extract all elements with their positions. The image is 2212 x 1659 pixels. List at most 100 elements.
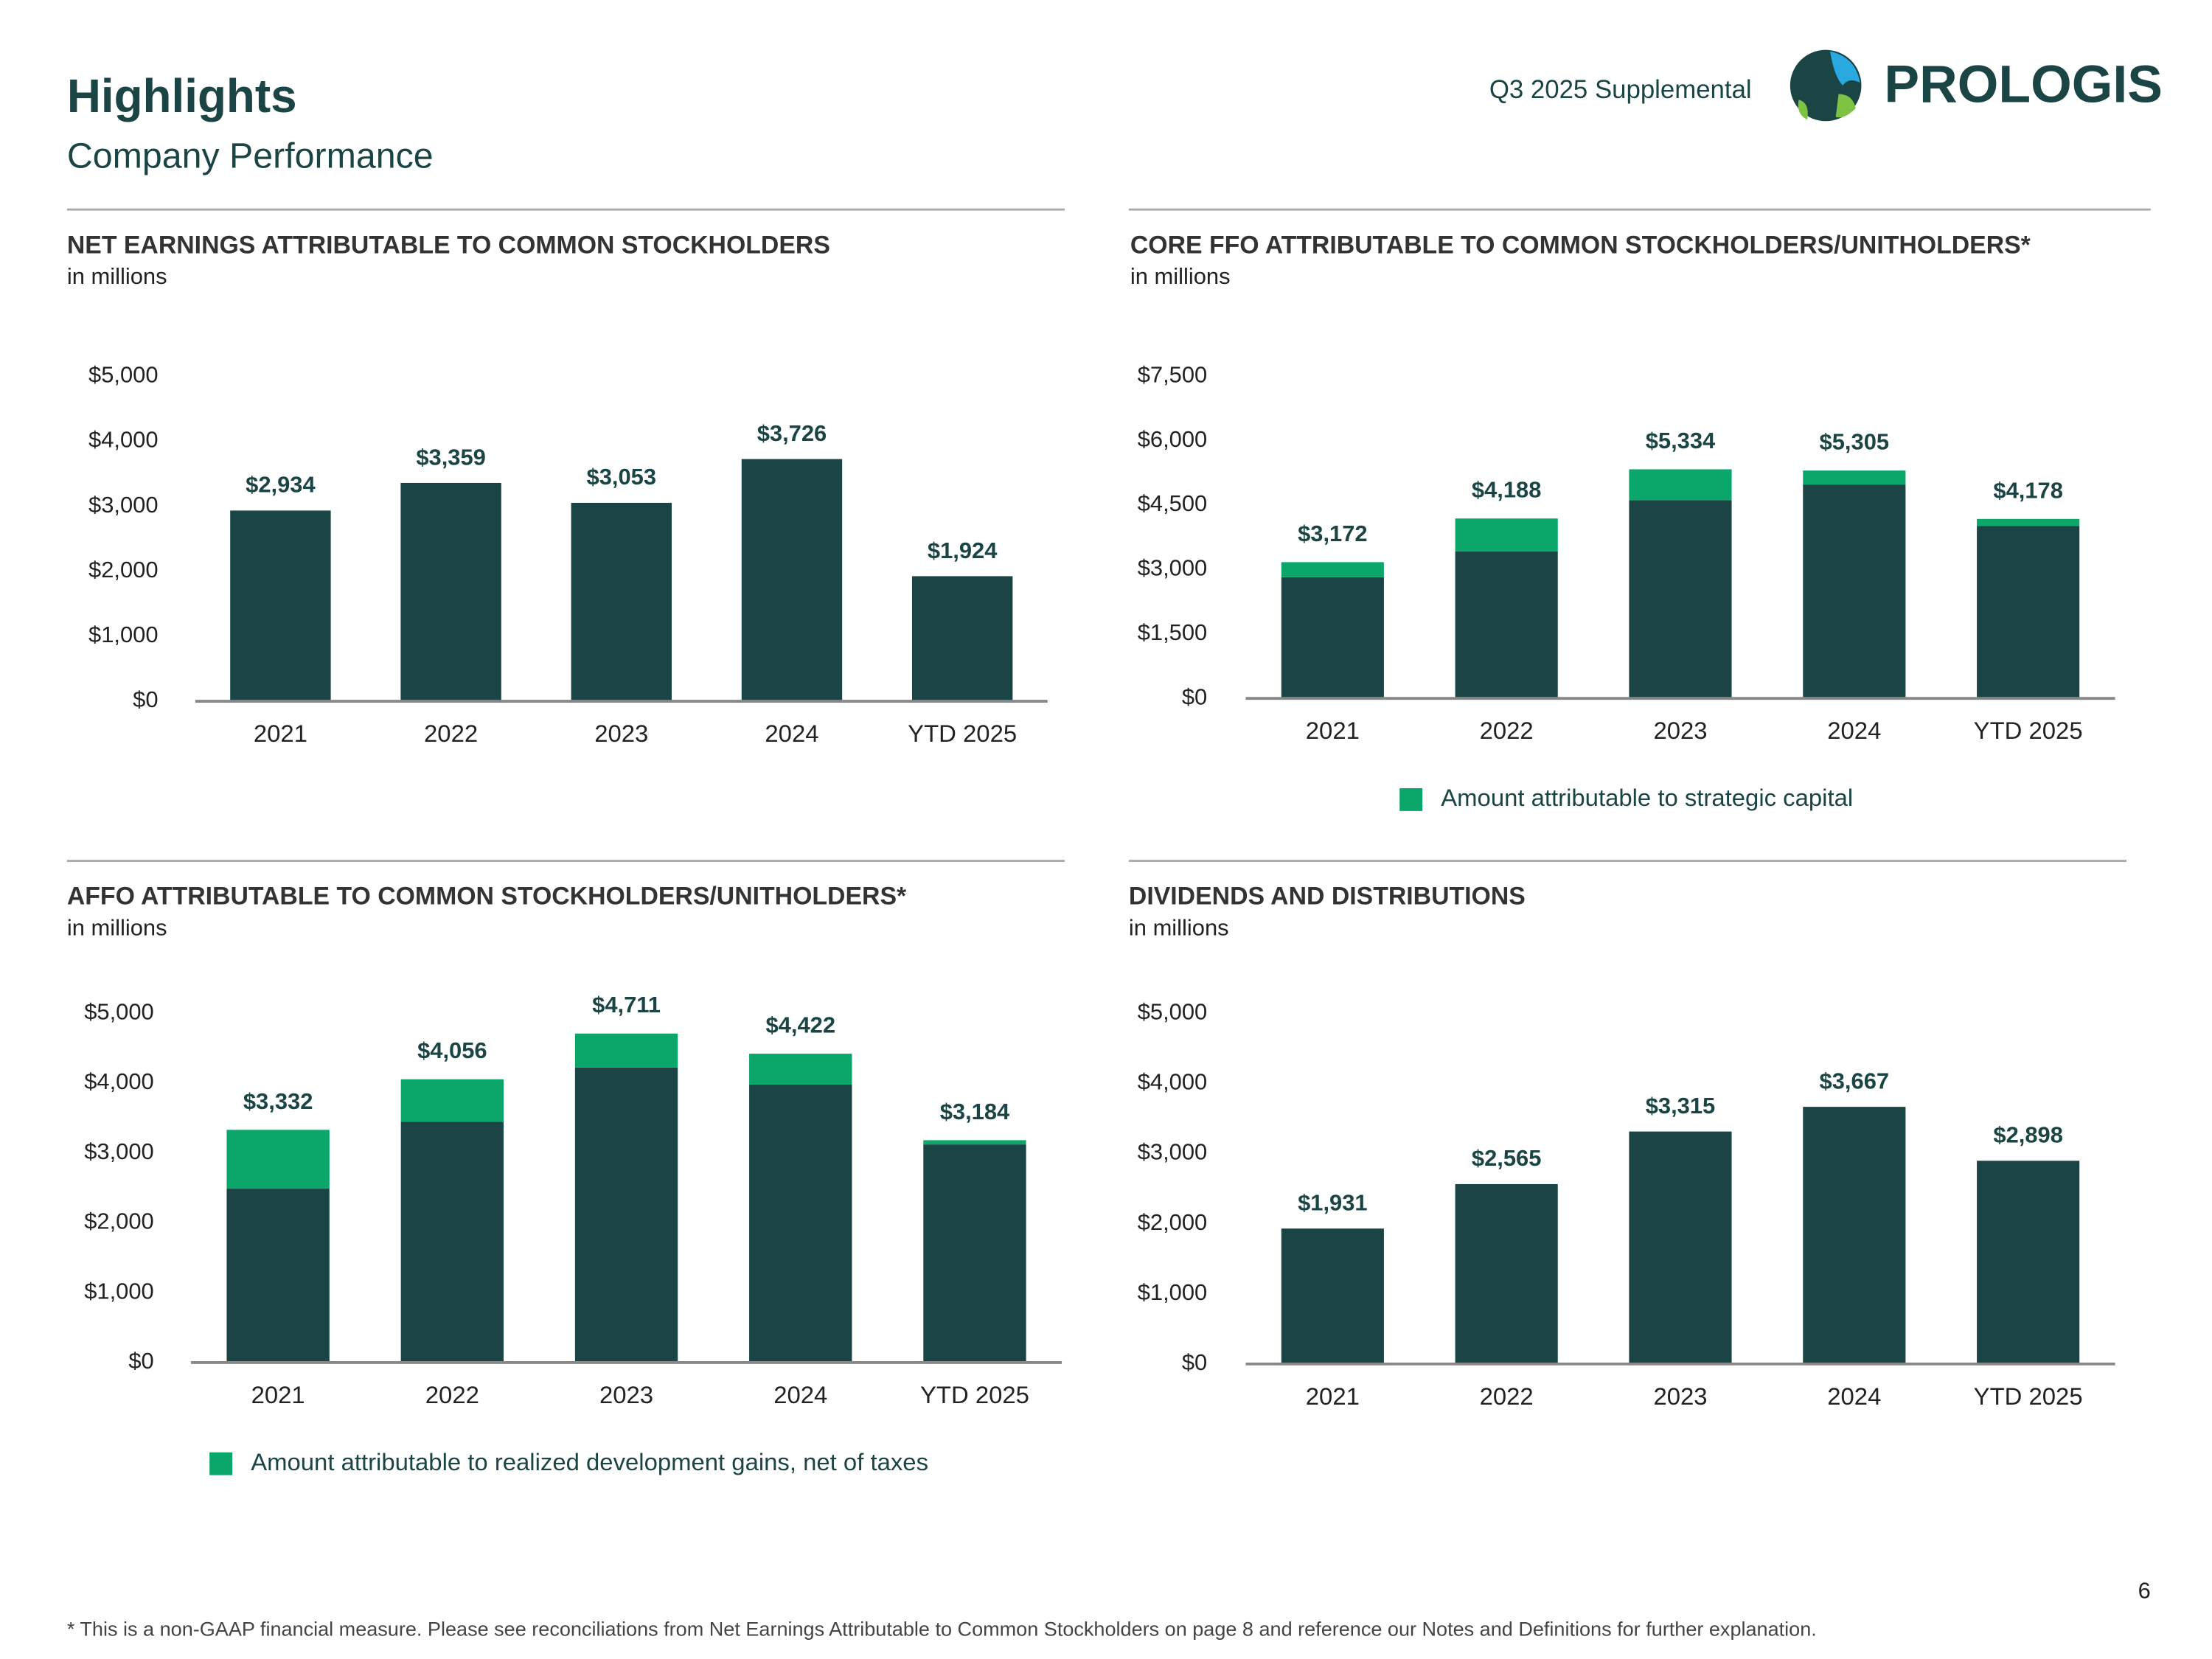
bar bbox=[1455, 1183, 1558, 1364]
x-tick-label: 2022 bbox=[425, 1381, 479, 1408]
x-tick-label: 2024 bbox=[1827, 1382, 1881, 1410]
bar-segment bbox=[749, 1054, 852, 1085]
panel-subtitle: in millions bbox=[1129, 914, 1229, 940]
total-label: $4,422 bbox=[765, 1012, 835, 1038]
x-tick-label: 2023 bbox=[1653, 717, 1707, 744]
x-tick-label: 2024 bbox=[765, 720, 818, 747]
y-tick-label: $3,000 bbox=[1138, 1139, 1208, 1165]
bar-segment bbox=[400, 1121, 504, 1363]
bar-segment bbox=[574, 1033, 678, 1068]
logo-wordmark: PROLOGIS bbox=[1884, 55, 2162, 114]
legend-label: Amount attributable to realized developm… bbox=[251, 1448, 928, 1475]
bar bbox=[1281, 1228, 1384, 1364]
x-tick-label: 2022 bbox=[1480, 1382, 1534, 1410]
bar-segment bbox=[1977, 518, 2080, 526]
x-tick-label: YTD 2025 bbox=[1974, 1382, 2083, 1410]
bar bbox=[741, 459, 843, 702]
y-tick-label: $4,000 bbox=[1138, 1069, 1208, 1095]
bar-segment bbox=[923, 1144, 1026, 1363]
y-tick-label: $2,000 bbox=[88, 557, 159, 582]
y-tick-label: $5,000 bbox=[84, 999, 154, 1025]
y-tick-label: $1,000 bbox=[88, 622, 159, 647]
bar-segment bbox=[1455, 518, 1558, 552]
value-label: $2,565 bbox=[1472, 1145, 1542, 1171]
bar bbox=[1629, 1131, 1732, 1364]
total-label: $5,305 bbox=[1820, 429, 1890, 455]
x-tick-label: 2021 bbox=[1306, 717, 1360, 744]
value-label: $3,726 bbox=[757, 420, 827, 446]
y-tick-label: $0 bbox=[1182, 1349, 1207, 1375]
footnote: * This is a non-GAAP financial measure. … bbox=[67, 1618, 1817, 1640]
y-tick-label: $3,000 bbox=[84, 1138, 154, 1164]
bar-segment bbox=[1803, 484, 1906, 699]
x-tick-label: 2023 bbox=[594, 720, 648, 747]
bar-segment bbox=[1977, 526, 2080, 699]
y-tick-label: $0 bbox=[133, 686, 158, 712]
value-label: $1,931 bbox=[1298, 1190, 1368, 1216]
y-tick-label: $4,000 bbox=[84, 1068, 154, 1094]
value-label: $3,315 bbox=[1646, 1093, 1716, 1119]
logo-globe bbox=[1790, 49, 1862, 122]
x-tick-label: 2021 bbox=[251, 1381, 305, 1408]
y-tick-label: $3,000 bbox=[88, 492, 159, 518]
x-tick-label: 2021 bbox=[254, 720, 307, 747]
bar bbox=[1803, 1107, 1906, 1364]
total-label: $4,056 bbox=[417, 1037, 487, 1063]
value-label: $2,934 bbox=[246, 472, 316, 498]
panel-title: AFFO ATTRIBUTABLE TO COMMON STOCKHOLDERS… bbox=[67, 883, 907, 911]
y-tick-label: $7,500 bbox=[1138, 361, 1208, 387]
panel-subtitle: in millions bbox=[1130, 263, 1231, 289]
total-label: $4,178 bbox=[1993, 477, 2063, 503]
y-tick-label: $5,000 bbox=[1138, 999, 1208, 1025]
value-label: $2,898 bbox=[1993, 1122, 2063, 1148]
total-label: $4,188 bbox=[1472, 477, 1542, 503]
total-label: $3,184 bbox=[940, 1099, 1010, 1124]
total-label: $5,334 bbox=[1646, 428, 1716, 453]
legend-swatch bbox=[1399, 787, 1423, 811]
bar-segment bbox=[1803, 470, 1906, 485]
total-label: $3,332 bbox=[243, 1088, 313, 1114]
panel-title: NET EARNINGS ATTRIBUTABLE TO COMMON STOC… bbox=[67, 231, 830, 259]
bar bbox=[400, 482, 501, 702]
bar bbox=[230, 510, 331, 702]
panel-subtitle: in millions bbox=[67, 263, 167, 289]
legend-label: Amount attributable to strategic capital bbox=[1441, 784, 1853, 811]
panel-title: DIVIDENDS AND DISTRIBUTIONS bbox=[1129, 883, 1526, 911]
supplemental-label: Q3 2025 Supplemental bbox=[1489, 76, 1752, 104]
y-tick-label: $3,000 bbox=[1138, 555, 1208, 581]
x-tick-label: 2022 bbox=[424, 720, 478, 747]
y-tick-label: $5,000 bbox=[88, 361, 159, 387]
bar-segment bbox=[749, 1084, 852, 1363]
panel-title: CORE FFO ATTRIBUTABLE TO COMMON STOCKHOL… bbox=[1130, 231, 2031, 259]
x-tick-label: 2022 bbox=[1480, 717, 1534, 744]
y-tick-label: $1,000 bbox=[84, 1278, 154, 1304]
bar-segment bbox=[226, 1130, 330, 1189]
y-tick-label: $0 bbox=[1182, 684, 1207, 709]
legend-swatch bbox=[209, 1452, 233, 1475]
bar-segment bbox=[1281, 562, 1384, 577]
page-subtitle: Company Performance bbox=[67, 136, 434, 175]
total-label: $4,711 bbox=[592, 992, 661, 1018]
value-label: $3,667 bbox=[1820, 1068, 1890, 1093]
x-tick-label: 2023 bbox=[1653, 1382, 1707, 1410]
y-tick-label: $4,000 bbox=[88, 427, 159, 453]
y-tick-label: $6,000 bbox=[1138, 426, 1208, 452]
x-tick-label: 2023 bbox=[599, 1381, 653, 1408]
x-tick-label: 2024 bbox=[1827, 717, 1881, 744]
bar-segment bbox=[400, 1079, 504, 1122]
x-tick-label: 2021 bbox=[1306, 1382, 1360, 1410]
x-tick-label: YTD 2025 bbox=[1974, 717, 2083, 744]
bar-segment bbox=[923, 1140, 1026, 1145]
x-tick-label: YTD 2025 bbox=[908, 720, 1017, 747]
bar bbox=[911, 576, 1013, 702]
bar-segment bbox=[1455, 551, 1558, 699]
page-title: Highlights bbox=[67, 69, 297, 122]
bar-segment bbox=[226, 1189, 330, 1363]
value-label: $1,924 bbox=[928, 538, 998, 563]
bar-segment bbox=[1629, 469, 1732, 501]
y-tick-label: $0 bbox=[128, 1348, 153, 1374]
bar bbox=[571, 502, 672, 702]
y-tick-label: $2,000 bbox=[84, 1208, 154, 1234]
